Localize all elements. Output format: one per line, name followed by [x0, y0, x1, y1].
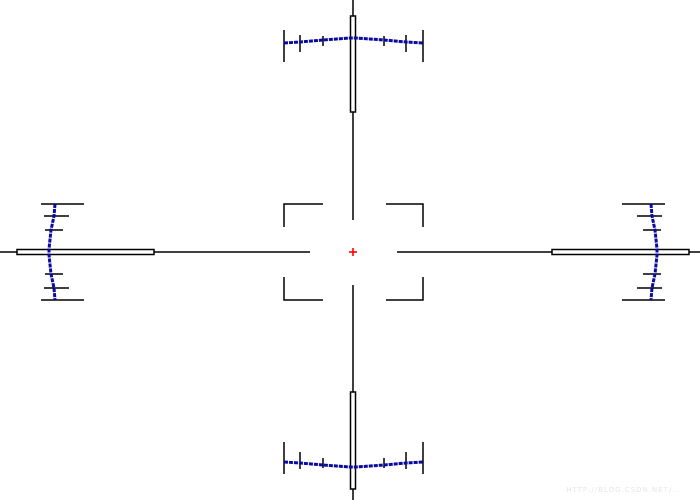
- scale-left: [41, 203, 84, 301]
- watermark-text: HTTP://BLOG.CSDN.NET/...: [566, 486, 682, 494]
- bracket-bottom-left: [283, 277, 323, 301]
- bracket-top-left: [283, 203, 323, 227]
- scale-right: [622, 203, 665, 301]
- thick-posts: [16, 15, 690, 490]
- post-right: [551, 248, 690, 256]
- scale-bottom-ticks: [283, 442, 424, 474]
- post-top: [349, 15, 357, 113]
- post-bottom: [349, 391, 357, 490]
- scale-top: [283, 30, 424, 62]
- scale-left-curve: [47, 203, 57, 301]
- post-left: [16, 248, 155, 256]
- scale-bottom: [283, 442, 424, 474]
- bracket-bottom-right: [386, 277, 424, 301]
- bracket-top-right: [386, 203, 424, 227]
- scale-top-curve: [283, 36, 424, 45]
- scale-bottom-curve: [283, 460, 424, 469]
- scale-right-curve: [649, 203, 659, 301]
- scale-left-ticks: [41, 203, 84, 301]
- center-brackets: [283, 203, 424, 301]
- scale-right-ticks: [622, 203, 665, 301]
- center-dot: [349, 248, 357, 256]
